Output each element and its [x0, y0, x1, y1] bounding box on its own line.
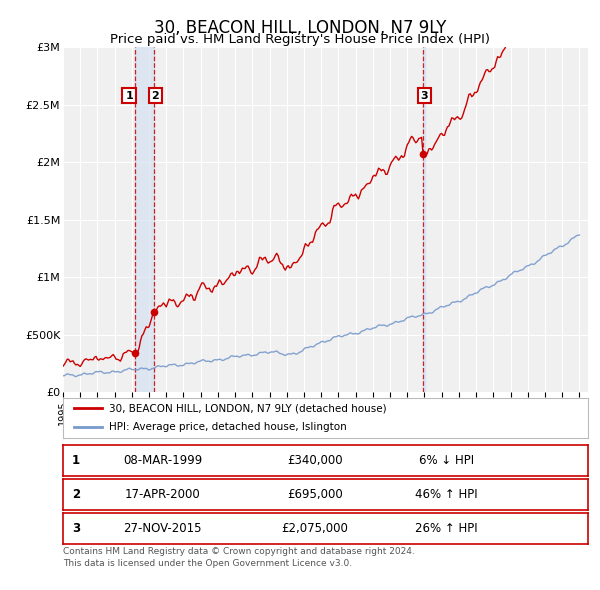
Text: 27-NOV-2015: 27-NOV-2015 [124, 522, 202, 535]
Text: 1: 1 [125, 90, 133, 100]
Text: Contains HM Land Registry data © Crown copyright and database right 2024.
This d: Contains HM Land Registry data © Crown c… [63, 547, 415, 568]
Text: Price paid vs. HM Land Registry's House Price Index (HPI): Price paid vs. HM Land Registry's House … [110, 33, 490, 46]
Text: 30, BEACON HILL, LONDON, N7 9LY: 30, BEACON HILL, LONDON, N7 9LY [154, 19, 446, 37]
Text: £2,075,000: £2,075,000 [281, 522, 349, 535]
Text: 46% ↑ HPI: 46% ↑ HPI [415, 488, 478, 501]
Text: 3: 3 [72, 522, 80, 535]
Text: 08-MAR-1999: 08-MAR-1999 [123, 454, 202, 467]
Text: 17-APR-2000: 17-APR-2000 [125, 488, 200, 501]
Bar [135, 47, 154, 392]
Text: 30, BEACON HILL, LONDON, N7 9LY (detached house): 30, BEACON HILL, LONDON, N7 9LY (detache… [109, 404, 387, 414]
Text: 2: 2 [152, 90, 160, 100]
Text: 3: 3 [421, 90, 428, 100]
Text: HPI: Average price, detached house, Islington: HPI: Average price, detached house, Isli… [109, 422, 347, 432]
Text: 2: 2 [72, 488, 80, 501]
Text: 1: 1 [72, 454, 80, 467]
Text: £340,000: £340,000 [287, 454, 343, 467]
Text: £695,000: £695,000 [287, 488, 343, 501]
Text: 26% ↑ HPI: 26% ↑ HPI [415, 522, 478, 535]
Bar [422, 47, 425, 392]
Text: 6% ↓ HPI: 6% ↓ HPI [419, 454, 474, 467]
